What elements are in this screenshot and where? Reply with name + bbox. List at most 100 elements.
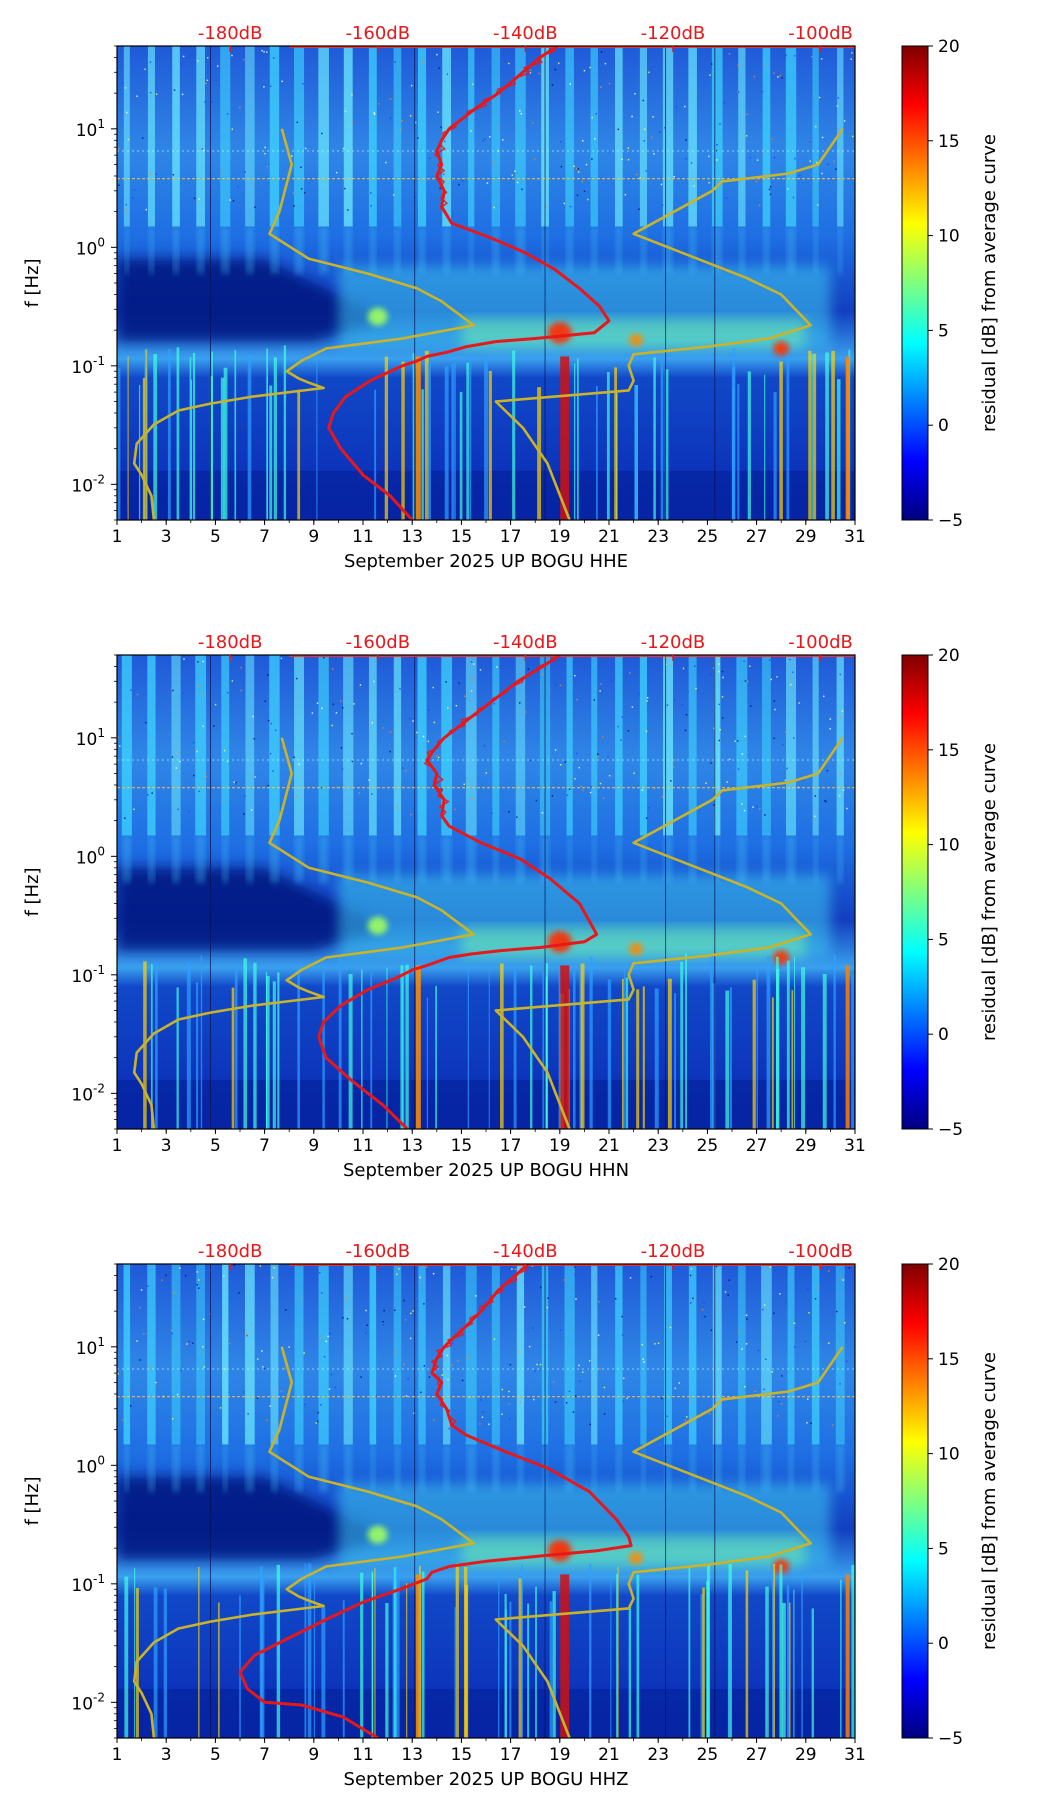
colorbar-tick-label: 0: [938, 1634, 949, 1654]
colorbar-tick-label: 15: [938, 741, 960, 761]
top-db-label: -160dB: [345, 1241, 410, 1262]
top-db-label: -120dB: [641, 632, 706, 653]
y-tick-label: 10-1: [71, 963, 105, 987]
x-tick-label: 1: [112, 527, 123, 547]
x-tick-label: 3: [161, 527, 172, 547]
x-tick-label: 7: [259, 527, 270, 547]
spectrogram-image: [117, 655, 855, 1129]
overlay-curves: [132, 655, 844, 1129]
colorbar: −5 0 5 10 15 20 residual [dB] from average cur…: [901, 37, 1000, 531]
x-tick-label: 11: [352, 527, 374, 547]
overlay-curves: [132, 1264, 844, 1738]
x-tick-label: 21: [598, 1745, 620, 1765]
x-tick-label: 23: [647, 1136, 669, 1156]
x-tick-label: 7: [259, 1136, 270, 1156]
noise-model-curve: [494, 128, 844, 520]
psd-curve-red: [327, 46, 611, 520]
x-tick-label: 17: [500, 527, 522, 547]
x-tick-label: 1: [112, 1136, 123, 1156]
y-tick-label: 10-1: [71, 1572, 105, 1596]
y-tick-label: 100: [76, 235, 105, 259]
x-tick-label: 29: [795, 527, 817, 547]
x-tick-label: 13: [401, 527, 423, 547]
x-tick-label: 5: [210, 527, 221, 547]
top-db-label: -140dB: [493, 23, 558, 44]
y-tick-label: 101: [76, 1335, 105, 1359]
psd-curve-red: [238, 1264, 633, 1738]
x-tick-label: 25: [697, 527, 719, 547]
y-axis-label: f [Hz]: [22, 1476, 43, 1525]
x-tick-label: 21: [598, 527, 620, 547]
x-axis-label: September 2025 UP BOGU HHZ: [344, 1769, 629, 1790]
overlay-curves: [132, 46, 844, 520]
colorbar-tick-label: 10: [938, 227, 960, 247]
colorbar-label: residual [dB] from average curve: [979, 134, 1000, 432]
x-tick-label: 27: [746, 527, 768, 547]
x-tick-label: 9: [308, 1136, 319, 1156]
colorbar-tick-label: 10: [938, 836, 960, 856]
colorbar-tick-label: 0: [938, 1025, 949, 1045]
colorbar-tick-label: 5: [938, 1539, 949, 1559]
x-tick-label: 29: [795, 1136, 817, 1156]
y-tick-label: 10-2: [71, 1081, 105, 1105]
colorbar-label: residual [dB] from average curve: [979, 1352, 1000, 1650]
x-tick-label: 11: [352, 1136, 374, 1156]
colorbar-tick-label: 15: [938, 1350, 960, 1370]
top-db-label: -180dB: [198, 632, 263, 653]
x-tick-label: 11: [352, 1745, 374, 1765]
spectrogram-image: [117, 1264, 855, 1738]
y-tick-label: 10-2: [71, 1690, 105, 1714]
colorbar-tick-label: −5: [938, 511, 963, 531]
x-axis-label: September 2025 UP BOGU HHN: [343, 1160, 629, 1181]
x-tick-label: 7: [259, 1745, 270, 1765]
top-db-label: -120dB: [641, 1241, 706, 1262]
x-tick-label: 17: [500, 1745, 522, 1765]
x-tick-label: 31: [844, 527, 866, 547]
colorbar: −5 0 5 10 15 20 residual [dB] from average cur…: [901, 1255, 1000, 1749]
noise-model-curve: [132, 737, 475, 1129]
y-axis-label: f [Hz]: [22, 867, 43, 916]
x-tick-label: 5: [210, 1136, 221, 1156]
noise-model-curve: [132, 1346, 475, 1738]
x-tick-label: 3: [161, 1745, 172, 1765]
colorbar-tick-label: 15: [938, 132, 960, 152]
y-axis-label: f [Hz]: [22, 258, 43, 307]
x-tick-label: 19: [549, 527, 571, 547]
colorbar-tick-label: 0: [938, 416, 949, 436]
x-tick-label: 31: [844, 1745, 866, 1765]
x-tick-label: 25: [697, 1745, 719, 1765]
top-db-label: -160dB: [345, 23, 410, 44]
colorbar-tick-label: 5: [938, 321, 949, 341]
x-tick-label: 31: [844, 1136, 866, 1156]
top-db-label: -100dB: [788, 23, 853, 44]
x-tick-label: 1: [112, 1745, 123, 1765]
colorbar-tick-label: −5: [938, 1120, 963, 1140]
x-tick-label: 23: [647, 527, 669, 547]
x-tick-label: 27: [746, 1136, 768, 1156]
colorbar-tick-label: −5: [938, 1729, 963, 1749]
x-tick-label: 13: [401, 1136, 423, 1156]
spectrogram-image: [117, 46, 855, 520]
colorbar-tick-label: 20: [938, 1255, 960, 1275]
y-tick-label: 101: [76, 117, 105, 141]
top-db-label: -140dB: [493, 632, 558, 653]
x-tick-label: 23: [647, 1745, 669, 1765]
y-tick-label: 10-2: [71, 472, 105, 496]
colorbar-tick-label: 20: [938, 37, 960, 57]
x-tick-label: 15: [451, 1745, 473, 1765]
x-tick-label: 19: [549, 1136, 571, 1156]
colorbar-tick-label: 5: [938, 930, 949, 950]
x-tick-label: 17: [500, 1136, 522, 1156]
x-tick-label: 29: [795, 1745, 817, 1765]
top-db-label: -160dB: [345, 632, 410, 653]
x-tick-label: 15: [451, 1136, 473, 1156]
noise-model-curve: [494, 1346, 844, 1738]
x-tick-label: 21: [598, 1136, 620, 1156]
top-db-label: -120dB: [641, 23, 706, 44]
colorbar-label: residual [dB] from average curve: [979, 743, 1000, 1041]
x-tick-label: 25: [697, 1136, 719, 1156]
